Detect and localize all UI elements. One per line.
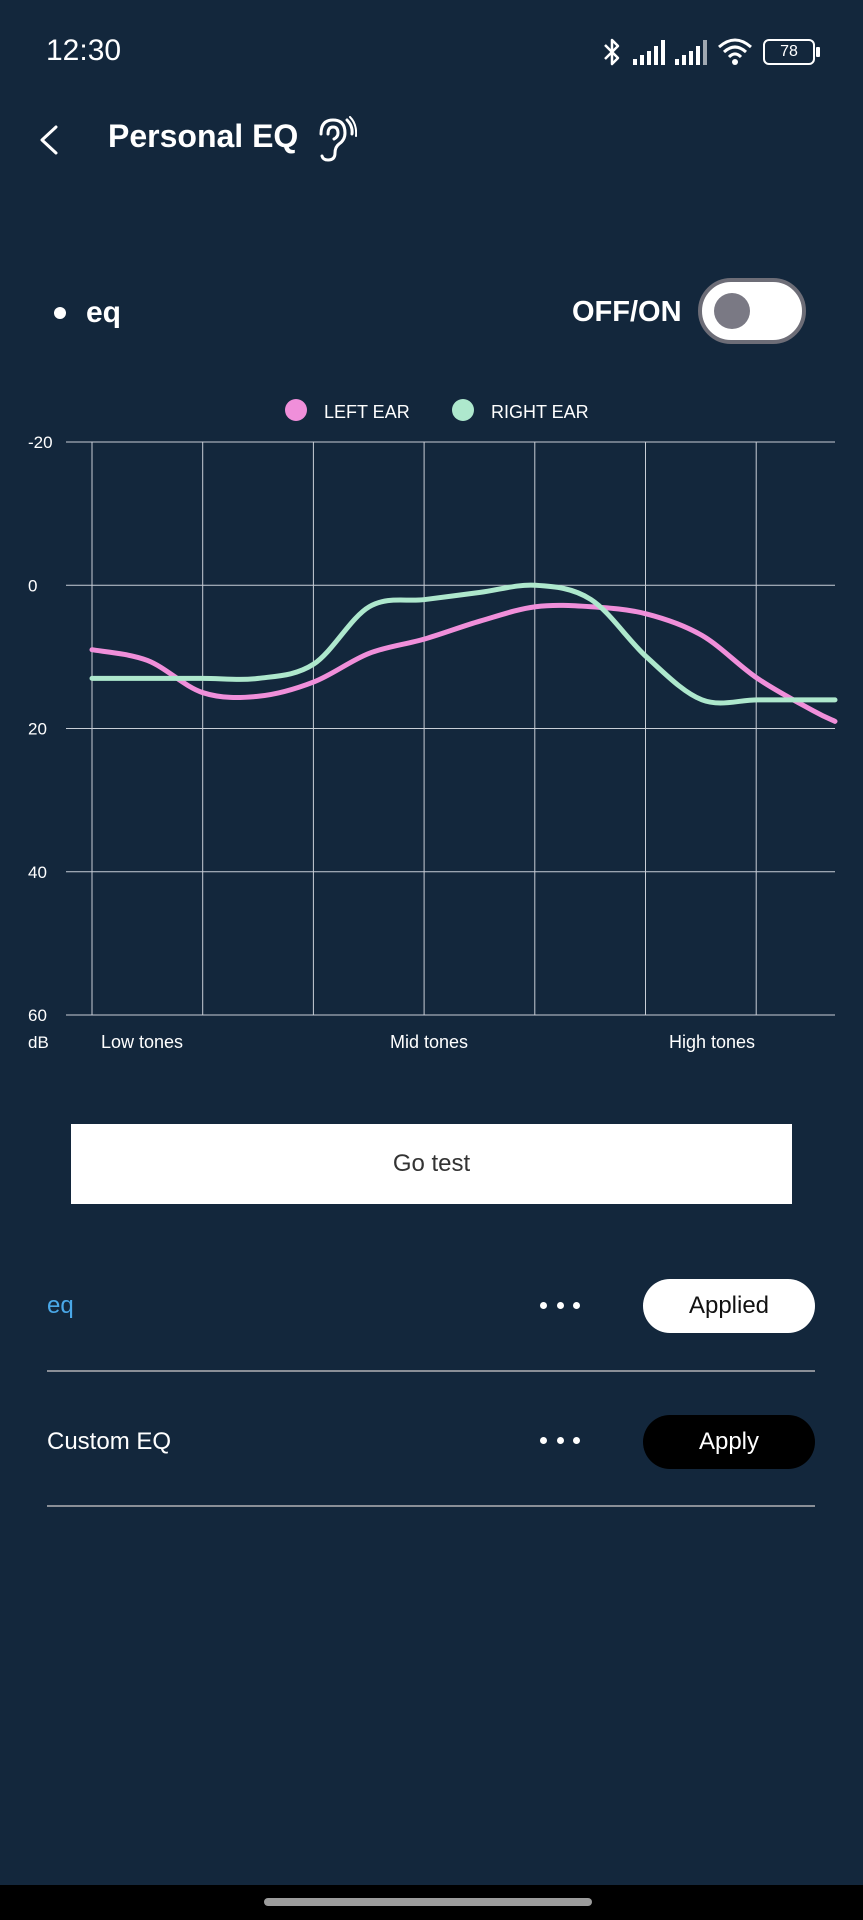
left-ear-line [89,602,838,724]
preset-name-custom-eq[interactable]: Custom EQ [47,1428,172,1455]
y-tick-label: -20 [28,433,53,452]
ear-icon[interactable] [313,116,358,164]
status-time: 12:30 [46,34,122,67]
chart-y-ticks: -20 0 20 40 60 dB [28,433,53,1052]
x-axis-label: Low tones [101,1032,183,1052]
chart-series [89,582,838,724]
more-horizontal-icon[interactable] [540,1430,580,1450]
chart-grid [66,441,835,1016]
battery-icon: 78 [763,39,820,65]
legend-swatch [285,399,307,421]
chevron-left-icon [40,125,58,155]
eq-bullet [54,307,66,319]
legend-swatch [452,399,474,421]
eq-chart: LEFT EAR RIGHT EAR -20 0 20 40 60 dB Low tones… [28,399,838,1052]
preset-name-eq[interactable]: eq [47,1292,74,1319]
legend-label: RIGHT EAR [491,402,589,422]
signal-icon [633,39,665,65]
chart-x-labels: Low tones Mid tones High tones [101,1032,755,1052]
y-tick-label: 40 [28,863,47,882]
battery-level: 78 [780,43,798,60]
toggle-knob [714,293,750,329]
x-axis-label: High tones [669,1032,755,1052]
toggle-label: OFF/ON [572,296,682,328]
page-title: Personal EQ [108,118,299,154]
chart-legend: LEFT EAR RIGHT EAR [285,399,589,422]
go-test-button[interactable]: Go test [71,1124,792,1204]
y-tick-label: 20 [28,720,47,739]
signal-icon [675,39,707,65]
status-icons: 78 [601,32,820,72]
eq-name: eq [86,296,122,329]
y-tick-label: 60 [28,1006,47,1025]
divider [47,1505,815,1507]
right-ear-line [89,582,838,706]
bluetooth-icon [604,38,620,66]
apply-button[interactable]: Apply [643,1415,815,1469]
applied-button[interactable]: Applied [643,1279,815,1333]
more-horizontal-icon[interactable] [540,1295,580,1315]
x-axis-label: Mid tones [390,1032,468,1052]
home-handle[interactable] [264,1898,592,1906]
legend-label: LEFT EAR [324,402,410,422]
eq-toggle-switch[interactable] [698,278,806,344]
back-button[interactable] [30,115,70,165]
y-tick-label: 0 [28,576,37,595]
divider [47,1370,815,1372]
wifi-icon [718,38,752,65]
y-unit-label: dB [28,1033,49,1052]
